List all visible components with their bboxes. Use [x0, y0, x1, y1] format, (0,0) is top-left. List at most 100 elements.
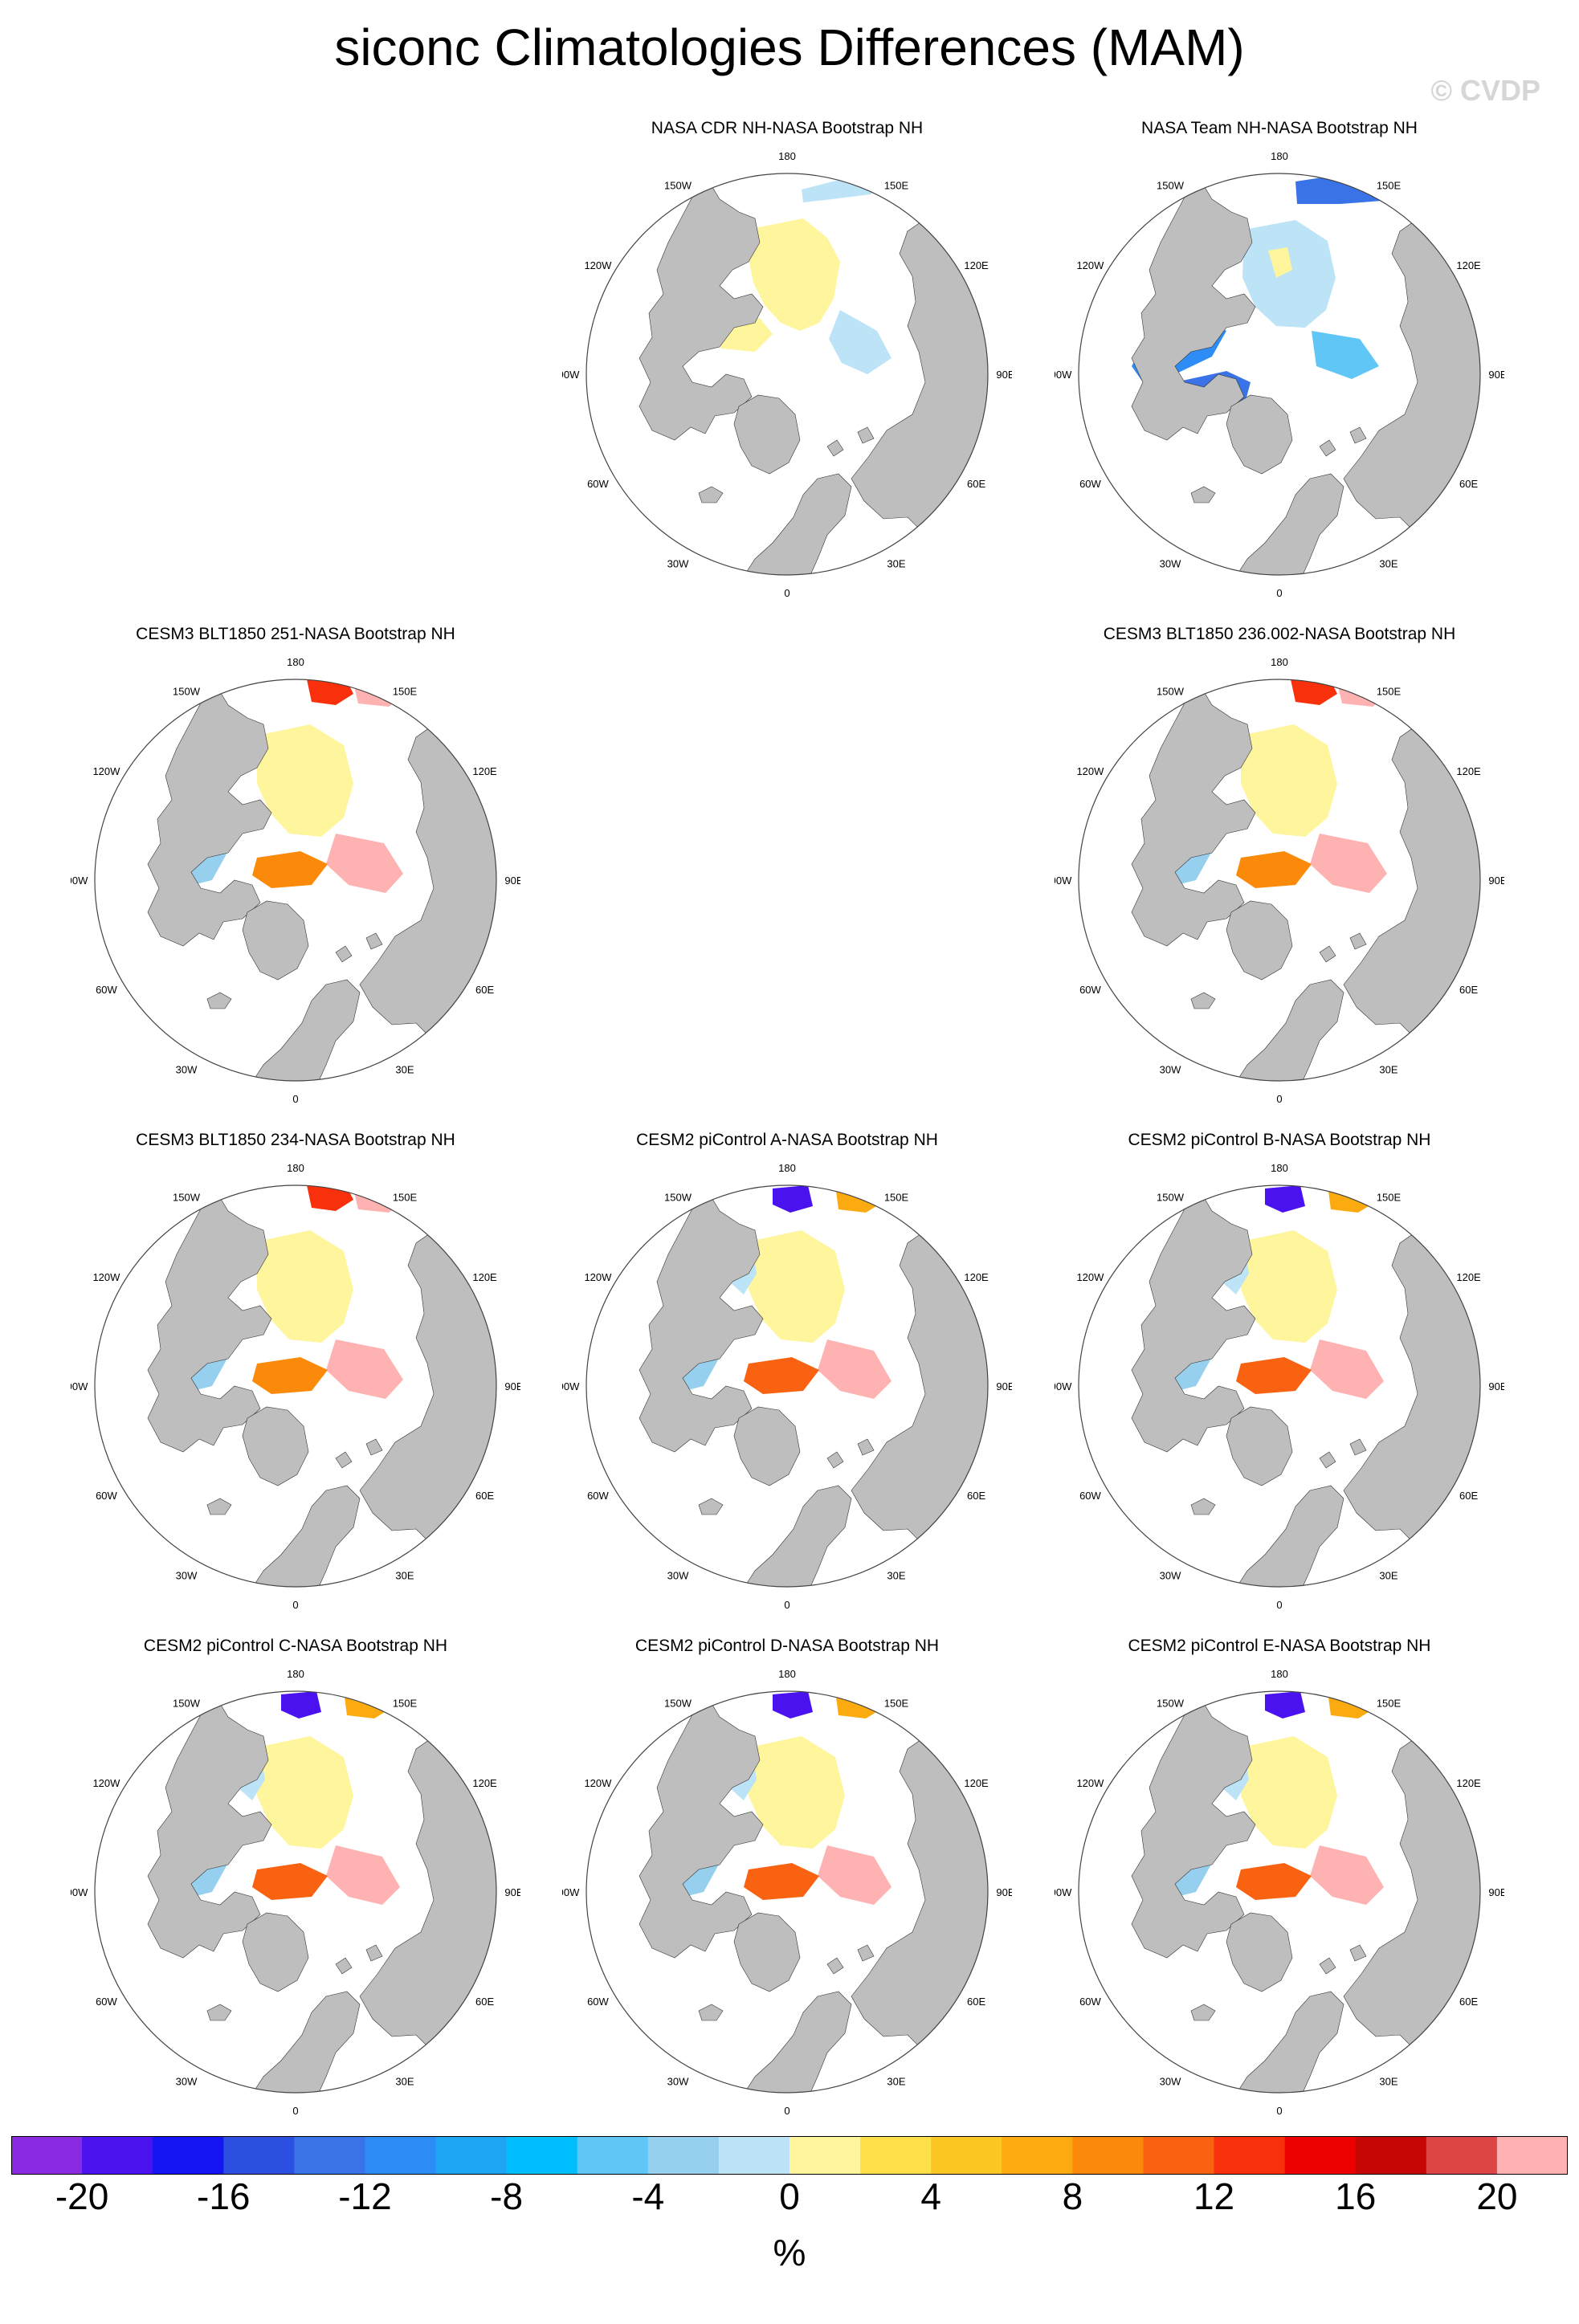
longitude-label: 90E — [1488, 1380, 1504, 1392]
longitude-label: 90E — [996, 369, 1012, 381]
longitude-label: 60W — [1079, 984, 1101, 996]
longitude-label: 30E — [887, 558, 905, 570]
land-mass — [826, 439, 844, 457]
longitude-label: 60E — [1459, 984, 1478, 996]
longitude-label: 30W — [667, 1570, 689, 1582]
colorbar-tick-label: 0 — [779, 2175, 800, 2217]
longitude-label: 150E — [1377, 179, 1402, 191]
land-mass — [698, 1498, 724, 1515]
ice-anomaly-region — [326, 1845, 400, 1905]
longitude-label: 90W — [562, 1380, 580, 1392]
land-mass — [335, 945, 353, 963]
polar-map: 180 150W 150E 120W 120E 90W 90E 60W 60E 30W 30E 0 — [1055, 1668, 1504, 2117]
land-mass — [857, 1438, 875, 1456]
longitude-label: 120W — [1076, 259, 1104, 271]
land-mass — [242, 979, 361, 1081]
longitude-label: 120E — [1456, 259, 1481, 271]
polar-map: 180 150W 150E 120W 120E 90W 90E 60W 60E 30W 30E 0 — [71, 656, 520, 1105]
longitude-label: 90W — [1055, 1886, 1072, 1898]
longitude-label: 90W — [71, 1380, 88, 1392]
land-mass — [733, 1485, 852, 1587]
longitude-label: 120E — [472, 765, 497, 777]
colorbar-swatch — [931, 2136, 1002, 2175]
figure-title: siconc Climatologies Differences (MAM) — [334, 18, 1245, 76]
land-mass — [1190, 1498, 1216, 1515]
colorbar-swatch — [1072, 2136, 1144, 2175]
longitude-label: 90E — [504, 1886, 520, 1898]
longitude-label: 0 — [784, 587, 790, 599]
longitude-label: 90W — [71, 1886, 88, 1898]
longitude-label: 120E — [1456, 1777, 1481, 1789]
land-mass — [1190, 486, 1216, 504]
panel-title: NASA Team NH-NASA Bootstrap NH — [1141, 119, 1418, 137]
map-panel-cesm2-b: CESM2 piControl B-NASA Bootstrap NH 180 1… — [1055, 1131, 1504, 1621]
longitude-label: 120W — [1076, 1777, 1104, 1789]
map-panel-cesm2-d: CESM2 piControl D-NASA Bootstrap NH 180 1… — [562, 1637, 1012, 2126]
colorbar-swatch — [1355, 2136, 1427, 2175]
longitude-label: 30W — [176, 2076, 198, 2088]
longitude-label: 60E — [967, 1490, 985, 1502]
panel-title: CESM2 piControl C-NASA Bootstrap NH — [143, 1637, 448, 1655]
longitude-label: 30E — [887, 2076, 905, 2088]
longitude-label: 30E — [1379, 2076, 1397, 2088]
ice-anomaly-region — [773, 1691, 813, 1719]
longitude-label: 0 — [1276, 2105, 1282, 2117]
ice-anomaly-region — [1265, 1185, 1305, 1213]
colorbar-tick-label: -8 — [490, 2175, 524, 2217]
land-mass — [1349, 1944, 1367, 1962]
longitude-label: 90E — [504, 875, 520, 887]
map-boundary — [585, 1690, 989, 2094]
longitude-label: 150W — [173, 1191, 201, 1203]
ice-anomaly-region — [744, 1357, 819, 1394]
land-mass — [1349, 1438, 1367, 1456]
ice-anomaly-region — [1236, 1357, 1312, 1394]
land-mass — [857, 1944, 875, 1962]
land-mass — [335, 1957, 353, 1975]
longitude-label: 30E — [887, 1570, 905, 1582]
longitude-label: 60W — [587, 478, 609, 490]
colorbar-tick-label: 8 — [1062, 2175, 1083, 2217]
longitude-label: 30W — [667, 2076, 689, 2088]
longitude-label: 90E — [1488, 1886, 1504, 1898]
longitude-label: 120W — [92, 765, 120, 777]
land-mass — [1079, 173, 1256, 441]
ice-anomaly-region — [326, 834, 403, 893]
longitude-label: 120E — [964, 1271, 989, 1283]
land-mass — [1226, 1485, 1344, 1587]
longitude-label: 30E — [395, 2076, 414, 2088]
ice-anomaly-region — [1241, 724, 1337, 837]
land-mass — [95, 1691, 272, 1959]
longitude-label: 0 — [292, 1599, 298, 1611]
colorbar-swatch — [11, 2136, 83, 2175]
longitude-label: 120E — [1456, 1271, 1481, 1283]
colorbar-tick-label: -16 — [197, 2175, 251, 2217]
ice-anomaly-region — [1242, 220, 1336, 328]
longitude-label: 150E — [1377, 1191, 1402, 1203]
longitude-label: 60W — [1079, 1996, 1101, 2008]
colorbar-swatch — [1143, 2136, 1215, 2175]
colorbar-swatch — [1426, 2136, 1498, 2175]
colorbar-swatch — [82, 2136, 153, 2175]
longitude-label: 90W — [562, 369, 580, 381]
ice-anomaly-region — [744, 1863, 819, 1900]
panel-title: CESM2 piControl D-NASA Bootstrap NH — [634, 1637, 940, 1655]
land-mass — [95, 1185, 272, 1453]
longitude-label: 150E — [884, 179, 909, 191]
ice-anomaly-region — [257, 1230, 353, 1343]
colorbar-tick-label: 20 — [1476, 2175, 1518, 2217]
longitude-label: 30W — [176, 1570, 198, 1582]
longitude-label: 0 — [784, 1599, 790, 1611]
land-mass — [242, 1991, 361, 2093]
ice-anomaly-region — [749, 1736, 845, 1849]
longitude-label: 150W — [1157, 685, 1185, 697]
colorbar — [11, 2136, 1568, 2175]
ice-anomaly-region — [257, 724, 353, 837]
longitude-label: 150W — [664, 1191, 692, 1203]
ice-anomaly-region — [1310, 1845, 1384, 1905]
map-boundary — [94, 1690, 497, 2094]
ice-anomaly-region — [818, 1339, 892, 1399]
panel-title: NASA CDR NH-NASA Bootstrap NH — [651, 119, 924, 137]
ice-anomaly-region — [1236, 1863, 1312, 1900]
land-mass — [1079, 1185, 1256, 1453]
colorbar-tick-label: 16 — [1335, 2175, 1377, 2217]
